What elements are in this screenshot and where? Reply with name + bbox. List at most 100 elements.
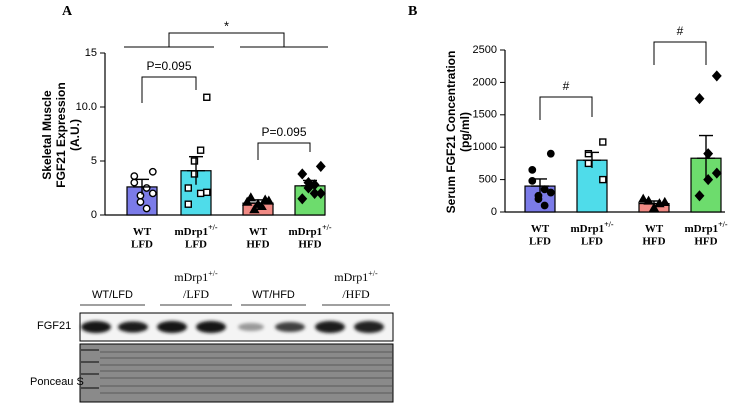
data-point [196, 189, 205, 198]
data-point [190, 157, 199, 165]
x-tick-label: HFD [246, 239, 269, 251]
x-tick-label: mDrp1+/- [288, 223, 331, 238]
category-name: WT [645, 223, 664, 235]
category-sup: +/- [604, 220, 614, 229]
significance-label: # [563, 79, 570, 93]
y-axis-label: Skeletal Muscle [40, 90, 54, 180]
y-tick-label: 0 [491, 206, 497, 218]
data-point [599, 175, 607, 184]
blot-group-label: mDrp1+/- [174, 269, 218, 284]
x-tick-label: mDrp1+/- [570, 220, 613, 235]
significance-label: * [224, 18, 229, 33]
data-point [711, 70, 722, 82]
x-tick-label: mDrp1+/- [174, 223, 217, 238]
data-point [203, 93, 211, 101]
data-point [315, 187, 326, 199]
data-point [694, 190, 705, 202]
y-tick-label: 0 [91, 209, 97, 221]
blot-group-label: /HFD [342, 287, 370, 301]
x-tick-label: LFD [529, 236, 551, 248]
data-point [297, 168, 308, 180]
group-name: mDrp1 [174, 270, 208, 284]
y-tick-label: 2500 [473, 44, 497, 56]
data-point [196, 146, 205, 154]
x-tick-label: mDrp1+/- [684, 220, 727, 235]
y-axis-label: FGF21 Expression [54, 82, 68, 187]
x-tick-label: WT [645, 223, 664, 235]
data-point [540, 201, 549, 210]
category-sup: +/- [208, 223, 218, 232]
data-point [648, 202, 660, 212]
y-axis-label: (pg/ml) [458, 112, 472, 152]
group-name: mDrp1 [334, 270, 368, 284]
data-point [184, 184, 192, 192]
category-name: WT [249, 226, 268, 238]
data-point [297, 193, 308, 205]
group-sup: +/- [368, 269, 378, 278]
y-tick-label: 500 [479, 174, 497, 186]
y-axis-label: Serum FGF21 Concentration [444, 51, 458, 214]
x-tick-label: HFD [298, 239, 321, 251]
significance-bracket [141, 76, 197, 103]
data-point [315, 160, 326, 172]
y-tick-label: 15 [85, 47, 97, 59]
x-tick-label: WT [531, 223, 550, 235]
data-point [534, 195, 543, 203]
data-point [203, 188, 211, 197]
data-point [148, 167, 157, 176]
category-name: WT [531, 223, 550, 235]
data-point [540, 185, 549, 194]
significance-label: P=0.095 [146, 59, 191, 73]
category-sup: +/- [718, 220, 728, 229]
data-point [130, 172, 139, 181]
blot-group-label: WT/LFD [92, 289, 133, 301]
panel-label: B [408, 4, 417, 19]
blot-row-label: Ponceau S [30, 376, 84, 388]
category-name: mDrp1 [174, 226, 208, 238]
y-tick-label: 5 [91, 155, 97, 167]
ponceau-stripes [81, 349, 392, 394]
blot-bands [81, 321, 384, 333]
data-point [528, 165, 537, 174]
data-point [546, 149, 555, 158]
category-name: mDrp1 [684, 223, 718, 235]
data-point [546, 188, 555, 197]
data-point [130, 178, 139, 187]
y-tick-label: 1500 [473, 109, 497, 121]
bar [690, 157, 722, 213]
x-tick-label: HFD [694, 236, 717, 248]
y-tick-label: 1000 [473, 141, 497, 153]
data-point [142, 204, 151, 213]
blot-row-label: FGF21 [37, 320, 71, 332]
data-point [184, 200, 192, 208]
significance-bracket [257, 142, 311, 160]
data-point [584, 149, 593, 158]
x-tick-label: LFD [131, 239, 153, 251]
data-point [711, 167, 722, 179]
data-point [309, 179, 320, 191]
x-tick-label: WT [249, 226, 268, 238]
data-point [637, 193, 649, 203]
significance-bracket [539, 96, 593, 120]
data-point [694, 93, 705, 105]
category-name: mDrp1 [288, 226, 322, 238]
blot-group-label: /LFD [183, 287, 209, 301]
data-point [148, 189, 157, 198]
x-tick-label: HFD [642, 236, 665, 248]
y-tick-label: 10.0 [76, 101, 97, 113]
category-name: WT [133, 226, 152, 238]
significance-label: # [677, 24, 684, 38]
group-sup: +/- [208, 269, 218, 278]
significance-bracket [168, 32, 285, 47]
panel-label: A [62, 4, 73, 19]
x-tick-label: LFD [581, 236, 603, 248]
category-sup: +/- [322, 223, 332, 232]
y-axis-label: (A.U.) [68, 119, 82, 151]
significance-bracket [653, 41, 707, 65]
category-name: mDrp1 [570, 223, 604, 235]
data-point [584, 159, 593, 168]
y-tick-label: 2000 [473, 76, 497, 88]
blot-group-label: mDrp1+/- [334, 269, 378, 284]
